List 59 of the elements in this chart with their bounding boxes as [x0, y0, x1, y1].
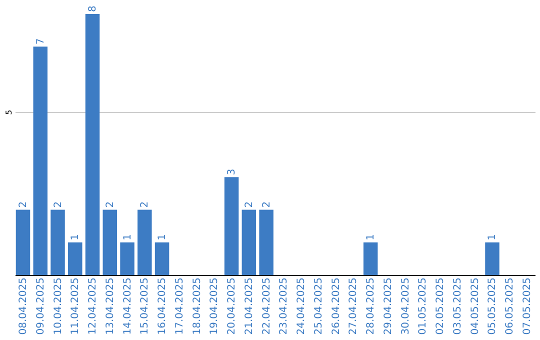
x-tick-label: 16.04.2025	[157, 278, 168, 335]
x-tick-label: 18.04.2025	[192, 278, 203, 335]
x-tick-label: 30.04.2025	[400, 278, 412, 335]
y-tick-label: 5	[4, 110, 14, 115]
x-tick-label: 28.04.2025	[366, 278, 377, 335]
data-label: 3	[226, 168, 238, 176]
data-label: 2	[18, 201, 29, 208]
data-label: 1	[122, 234, 134, 240]
data-label: 1	[487, 234, 498, 240]
bar	[485, 242, 500, 275]
data-label: 1	[366, 234, 377, 240]
bar	[259, 210, 274, 275]
x-tick-label: 12.04.2025	[88, 278, 99, 335]
x-tick-label: 10.04.2025	[52, 278, 64, 335]
x-tick-label: 24.04.2025	[296, 278, 308, 335]
x-tick-label: 04.05.2025	[470, 278, 481, 335]
bar	[138, 210, 152, 275]
x-tick-label: 20.04.2025	[226, 278, 238, 335]
bar	[33, 46, 48, 275]
bar	[224, 177, 239, 275]
data-label: 2	[140, 201, 151, 208]
data-label: 8	[88, 6, 99, 12]
bar	[50, 210, 65, 275]
x-tick-label: 27.04.2025	[348, 278, 360, 335]
x-tick-label: 08.04.2025	[18, 278, 29, 335]
x-tick-label: 19.04.2025	[209, 278, 220, 335]
x-tick-label: 07.05.2025	[522, 278, 534, 335]
x-tick-label: 09.04.2025	[35, 278, 46, 335]
x-tick-label: 01.05.2025	[418, 278, 429, 335]
bar	[242, 210, 256, 275]
x-tick-label: 21.04.2025	[244, 278, 255, 335]
data-label: 2	[104, 201, 116, 208]
x-tick-label: 15.04.2025	[140, 278, 151, 335]
x-tick-label: 26.04.2025	[330, 278, 342, 335]
x-tick-label: 02.05.2025	[435, 278, 446, 335]
data-label: 7	[35, 38, 46, 45]
bar	[120, 242, 134, 275]
data-label: 2	[261, 201, 272, 208]
data-label: 2	[244, 201, 255, 208]
x-tick-label: 05.05.2025	[487, 278, 498, 335]
x-tick-label: 22.04.2025	[261, 278, 272, 335]
x-tick-label: 14.04.2025	[122, 278, 134, 335]
data-label: 2	[52, 201, 64, 208]
x-tick-label: 11.04.2025	[70, 278, 82, 335]
x-tick-label: 03.05.2025	[452, 278, 464, 335]
data-label: 1	[157, 234, 168, 240]
data-label: 1	[70, 234, 82, 240]
bar	[68, 242, 82, 275]
bar	[154, 242, 170, 275]
bar	[102, 210, 118, 275]
bar	[363, 242, 378, 275]
x-tick-label: 25.04.2025	[313, 278, 324, 335]
x-tick-label: 29.04.2025	[382, 278, 394, 335]
bar	[85, 14, 100, 275]
x-tick-label: 06.05.2025	[504, 278, 516, 335]
x-tick-label: 17.04.2025	[174, 278, 186, 335]
bar	[16, 210, 30, 275]
x-tick-label: 13.04.2025	[104, 278, 116, 335]
x-tick-label: 23.04.2025	[278, 278, 290, 335]
